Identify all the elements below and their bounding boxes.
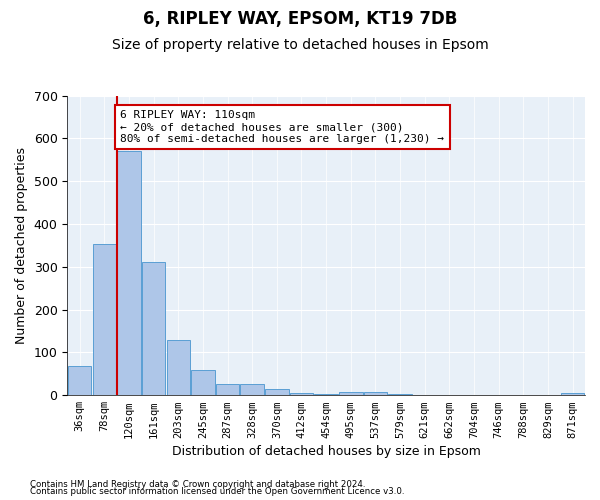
- Text: 6 RIPLEY WAY: 110sqm
← 20% of detached houses are smaller (300)
80% of semi-deta: 6 RIPLEY WAY: 110sqm ← 20% of detached h…: [120, 110, 444, 144]
- Bar: [388, 394, 412, 395]
- Bar: [216, 384, 239, 395]
- Bar: [364, 392, 387, 395]
- Bar: [167, 340, 190, 395]
- Text: Contains HM Land Registry data © Crown copyright and database right 2024.: Contains HM Land Registry data © Crown c…: [30, 480, 365, 489]
- Bar: [241, 384, 264, 395]
- Bar: [339, 392, 362, 395]
- Bar: [314, 394, 338, 395]
- Bar: [561, 393, 584, 395]
- X-axis label: Distribution of detached houses by size in Epsom: Distribution of detached houses by size …: [172, 444, 481, 458]
- Bar: [290, 393, 313, 395]
- Bar: [68, 366, 91, 395]
- Bar: [191, 370, 215, 395]
- Bar: [265, 389, 289, 395]
- Y-axis label: Number of detached properties: Number of detached properties: [15, 147, 28, 344]
- Bar: [142, 262, 165, 395]
- Bar: [117, 151, 140, 395]
- Text: Size of property relative to detached houses in Epsom: Size of property relative to detached ho…: [112, 38, 488, 52]
- Bar: [92, 244, 116, 395]
- Text: Contains public sector information licensed under the Open Government Licence v3: Contains public sector information licen…: [30, 488, 404, 496]
- Text: 6, RIPLEY WAY, EPSOM, KT19 7DB: 6, RIPLEY WAY, EPSOM, KT19 7DB: [143, 10, 457, 28]
